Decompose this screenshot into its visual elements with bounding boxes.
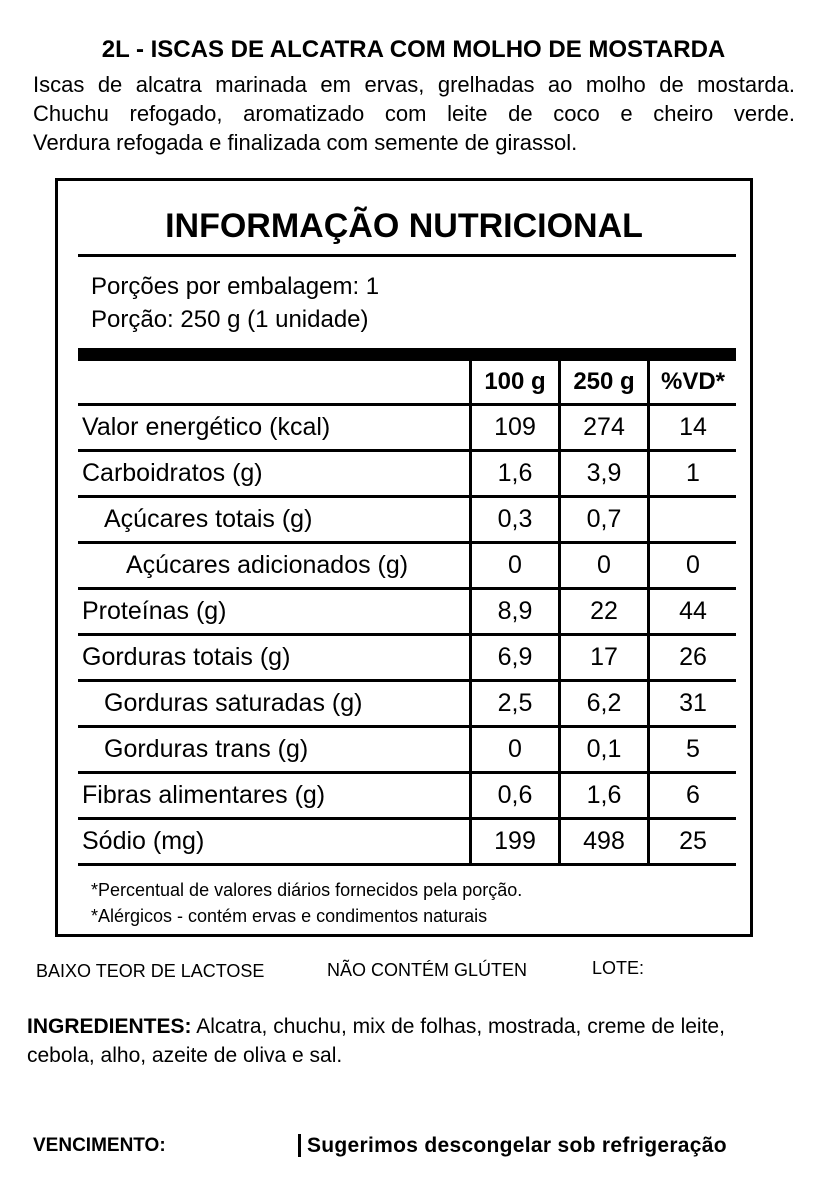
footnote: *Percentual de valores diários fornecido… (91, 880, 523, 900)
ingredients-label: INGREDIENTES: (27, 1015, 192, 1038)
ingredients-text: Alcatra, chuchu, mix de folhas, mostrada… (27, 1015, 725, 1067)
nutrition-box: INFORMAÇÃO NUTRICIONAL Porções por embal… (55, 178, 753, 937)
nutrient-row: Carboidratos (g) 1,6 3,9 1 (78, 450, 736, 498)
column-header: %VD* (647, 361, 736, 406)
value-cell: 25 (647, 818, 736, 866)
storage-note: Sugerimos descongelar sob refrigeração (298, 1134, 727, 1158)
value-cell: 0,1 (558, 726, 649, 774)
value-cell: 1 (647, 450, 736, 498)
nutrient-row: Açúcares adicionados (g) 0 0 0 (78, 542, 736, 590)
claim: BAIXO TEOR DE LACTOSE (36, 961, 265, 981)
nutrient-name: Açúcares totais (g) (78, 496, 471, 544)
column-header: 250 g (558, 361, 649, 406)
value-cell: 0,7 (558, 496, 649, 544)
description-line: Chuchu refogado, aromatizado com leite d… (33, 101, 795, 126)
nutrient-name: Sódio (mg) (78, 818, 471, 866)
rule (78, 254, 736, 257)
footnote: *Alérgicos - contém ervas e condimentos … (91, 906, 488, 926)
nutrition-table: 100 g 250 g %VD* Valor energético (kcal) 109… (78, 361, 736, 866)
header-row: 100 g 250 g %VD* (78, 361, 736, 406)
value-cell: 3,9 (558, 450, 649, 498)
value-cell: 0,6 (469, 772, 560, 820)
value-cell: 0,3 (469, 496, 560, 544)
value-cell: 498 (558, 818, 649, 866)
nutrient-name: Carboidratos (g) (78, 450, 471, 498)
column-header: 100 g (469, 361, 560, 406)
value-cell: 8,9 (469, 588, 560, 636)
header-cell (78, 361, 471, 406)
description-line: Iscas de alcatra marinada em ervas, grel… (33, 72, 795, 97)
nutrient-name: Fibras alimentares (g) (78, 772, 471, 820)
value-cell: 1,6 (469, 450, 560, 498)
value-cell: 26 (647, 634, 736, 682)
nutrient-name: Gorduras saturadas (g) (78, 680, 471, 728)
claim: NÃO CONTÉM GLÚTEN (327, 960, 528, 980)
value-cell: 274 (558, 404, 649, 452)
nutrient-row: Gorduras saturadas (g) 2,5 6,2 31 (78, 680, 736, 728)
nutrient-name: Açúcares adicionados (g) (78, 542, 471, 590)
nutrient-row: Proteínas (g) 8,9 22 44 (78, 588, 736, 636)
nutrient-row: Gorduras trans (g) 0 0,1 5 (78, 726, 736, 774)
nutrient-name: Valor energético (kcal) (78, 404, 471, 452)
product-title: 2L - ISCAS DE ALCATRA COM MOLHO DE MOSTA… (101, 36, 726, 63)
ingredients: INGREDIENTES: Alcatra, chuchu, mix de fo… (27, 1012, 797, 1070)
value-cell: 17 (558, 634, 649, 682)
value-cell: 0 (558, 542, 649, 590)
description-line: Verdura refogada e finalizada com sement… (33, 130, 578, 155)
value-cell: 14 (647, 404, 736, 452)
nutrient-row: Sódio (mg) 199 498 25 (78, 818, 736, 866)
lot: LOTE: (592, 958, 645, 978)
value-cell: 6,9 (469, 634, 560, 682)
value-cell: 109 (469, 404, 560, 452)
nutrient-name: Gorduras totais (g) (78, 634, 471, 682)
expiry: VENCIMENTO: (33, 1135, 166, 1156)
servings: Porção: 250 g (1 unidade) (91, 306, 369, 333)
nutrient-row: Gorduras totais (g) 6,9 17 26 (78, 634, 736, 682)
nutrient-name: Gorduras trans (g) (78, 726, 471, 774)
value-cell: 6 (647, 772, 736, 820)
storage-text: Sugerimos descongelar sob refrigeração (298, 1134, 727, 1157)
nutrition-title: INFORMAÇÃO NUTRICIONAL (165, 207, 643, 245)
value-cell: 0 (469, 726, 560, 774)
value-cell: 31 (647, 680, 736, 728)
rule (78, 348, 736, 361)
nutrient-name: Proteínas (g) (78, 588, 471, 636)
value-cell: 199 (469, 818, 560, 866)
nutrient-row: Fibras alimentares (g) 0,6 1,6 6 (78, 772, 736, 820)
value-cell: 6,2 (558, 680, 649, 728)
value-cell: 0 (469, 542, 560, 590)
nutrient-row: Açúcares totais (g) 0,3 0,7 (78, 496, 736, 544)
value-cell: 1,6 (558, 772, 649, 820)
value-cell: 44 (647, 588, 736, 636)
value-cell: 5 (647, 726, 736, 774)
nutrient-row: Valor energético (kcal) 109 274 14 (78, 404, 736, 452)
servings: Porções por embalagem: 1 (91, 273, 380, 300)
value-cell (647, 496, 736, 544)
value-cell: 0 (647, 542, 736, 590)
value-cell: 22 (558, 588, 649, 636)
value-cell: 2,5 (469, 680, 560, 728)
